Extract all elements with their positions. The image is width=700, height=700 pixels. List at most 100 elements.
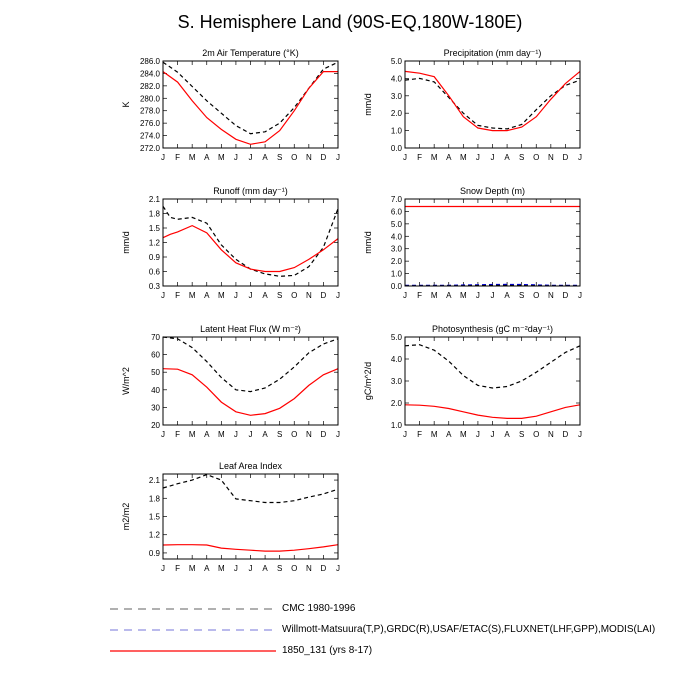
x-tick-label: J — [491, 153, 495, 162]
panel-title: Precipitation (mm day⁻¹) — [444, 48, 542, 58]
panel-title: Leaf Area Index — [219, 461, 283, 471]
x-tick-label: J — [491, 430, 495, 439]
x-tick-label: M — [218, 153, 225, 162]
x-tick-label: J — [234, 153, 238, 162]
x-tick-label: D — [563, 430, 569, 439]
x-tick-label: J — [336, 430, 340, 439]
x-tick-label: J — [336, 291, 340, 300]
x-tick-label: S — [277, 564, 282, 573]
x-tick-label: J — [476, 430, 480, 439]
x-tick-label: J — [249, 430, 253, 439]
legend-item-model: 1850_131 (yrs 8-17) — [108, 644, 372, 658]
y-tick-label: 1.2 — [149, 239, 161, 248]
legend-line-model — [110, 650, 276, 652]
series-line-cmc — [162, 473, 339, 504]
panel-title: Runoff (mm day⁻¹) — [213, 186, 288, 196]
plot-frame — [162, 473, 339, 560]
x-tick-label: D — [321, 291, 327, 300]
series-line-model — [162, 70, 338, 145]
x-tick-label: J — [336, 153, 340, 162]
x-tick-label: J — [161, 153, 165, 162]
y-tick-label: 2.0 — [391, 399, 403, 408]
y-tick-label: 5.0 — [391, 220, 403, 229]
y-axis-label: mm/d — [363, 231, 373, 254]
x-tick-label: N — [306, 291, 312, 300]
series-line-cmc — [162, 205, 339, 277]
x-tick-label: A — [262, 153, 268, 162]
x-tick-label: S — [277, 291, 282, 300]
x-tick-label: F — [175, 564, 180, 573]
y-tick-label: 0.3 — [149, 282, 161, 291]
x-tick-label: M — [218, 291, 225, 300]
y-tick-label: 3.0 — [391, 92, 403, 101]
x-tick-label: M — [189, 153, 196, 162]
x-tick-label: A — [504, 430, 510, 439]
y-tick-label: 0.9 — [149, 253, 161, 262]
x-tick-label: J — [249, 291, 253, 300]
chart-panel-3: Runoff (mm day⁻¹) mm/d 0.3 0.6 0.9 1.2 1.5 1.8 2… — [121, 186, 340, 300]
legend-line-obs — [110, 629, 276, 631]
x-tick-label: O — [291, 564, 297, 573]
x-tick-label: J — [249, 153, 253, 162]
panel-title: 2m Air Temperature (°K) — [202, 48, 298, 58]
y-tick-label: 70 — [151, 333, 160, 342]
y-tick-label: 3.0 — [391, 245, 403, 254]
y-tick-label: 1.0 — [391, 270, 403, 279]
x-tick-label: A — [504, 153, 510, 162]
x-tick-label: J — [476, 291, 480, 300]
x-tick-label: M — [431, 153, 438, 162]
x-tick-label: D — [321, 153, 327, 162]
y-tick-label: 282.0 — [140, 82, 161, 91]
x-tick-label: F — [175, 291, 180, 300]
y-tick-label: 284.0 — [140, 69, 161, 78]
y-tick-label: 2.1 — [149, 476, 161, 485]
y-tick-label: 280.0 — [140, 94, 161, 103]
x-tick-label: J — [249, 564, 253, 573]
x-tick-label: F — [417, 291, 422, 300]
legend-line-cmc — [110, 608, 276, 610]
x-tick-label: J — [161, 564, 165, 573]
chart-panel-4: Snow Depth (m) mm/d 0.0 1.0 2.0 3.0 4.0 5.0 6.0 7… — [363, 186, 582, 300]
plot-frame — [404, 60, 581, 149]
x-tick-label: F — [417, 430, 422, 439]
y-tick-label: 0.9 — [149, 549, 161, 558]
plot-frame — [162, 336, 339, 426]
plot-frame — [404, 198, 581, 287]
series-line-model — [162, 224, 339, 273]
chart-panel-6: Photosynthesis (gC m⁻²day⁻¹) gC/m^2/d 1.0 2… — [363, 324, 582, 439]
y-tick-label: 2.0 — [391, 257, 403, 266]
chart-panel-2: Precipitation (mm day⁻¹) mm/d 0.0 1.0 2.0 3.0… — [363, 48, 582, 162]
x-tick-label: O — [533, 291, 539, 300]
x-tick-label: J — [234, 430, 238, 439]
x-tick-label: O — [533, 430, 539, 439]
x-tick-label: M — [189, 564, 196, 573]
x-tick-label: M — [431, 430, 438, 439]
y-tick-label: 1.8 — [149, 210, 161, 219]
y-tick-label: 3.0 — [391, 377, 403, 386]
x-tick-label: O — [291, 291, 297, 300]
x-tick-label: A — [204, 153, 210, 162]
x-tick-label: A — [204, 430, 210, 439]
x-tick-label: M — [218, 430, 225, 439]
x-tick-label: M — [460, 291, 467, 300]
y-tick-label: 1.0 — [391, 127, 403, 136]
y-axis-label: K — [121, 101, 131, 107]
series-line-model — [404, 70, 581, 132]
x-tick-label: A — [446, 291, 452, 300]
y-tick-label: 274.0 — [140, 132, 161, 141]
x-tick-label: N — [306, 430, 312, 439]
series-line-cmc — [404, 77, 581, 130]
y-tick-label: 1.5 — [149, 224, 161, 233]
x-tick-label: S — [519, 153, 524, 162]
series-line-cmc — [162, 336, 339, 393]
y-axis-label: mm/d — [363, 93, 373, 116]
x-tick-label: J — [403, 291, 407, 300]
chart-panel-1: 2m Air Temperature (°K) K 272.0 274.0 276.0 2… — [121, 48, 340, 162]
y-tick-label: 286.0 — [140, 57, 161, 66]
x-tick-label: S — [519, 430, 524, 439]
y-tick-label: 1.0 — [391, 421, 403, 430]
series-line-model — [404, 404, 581, 419]
